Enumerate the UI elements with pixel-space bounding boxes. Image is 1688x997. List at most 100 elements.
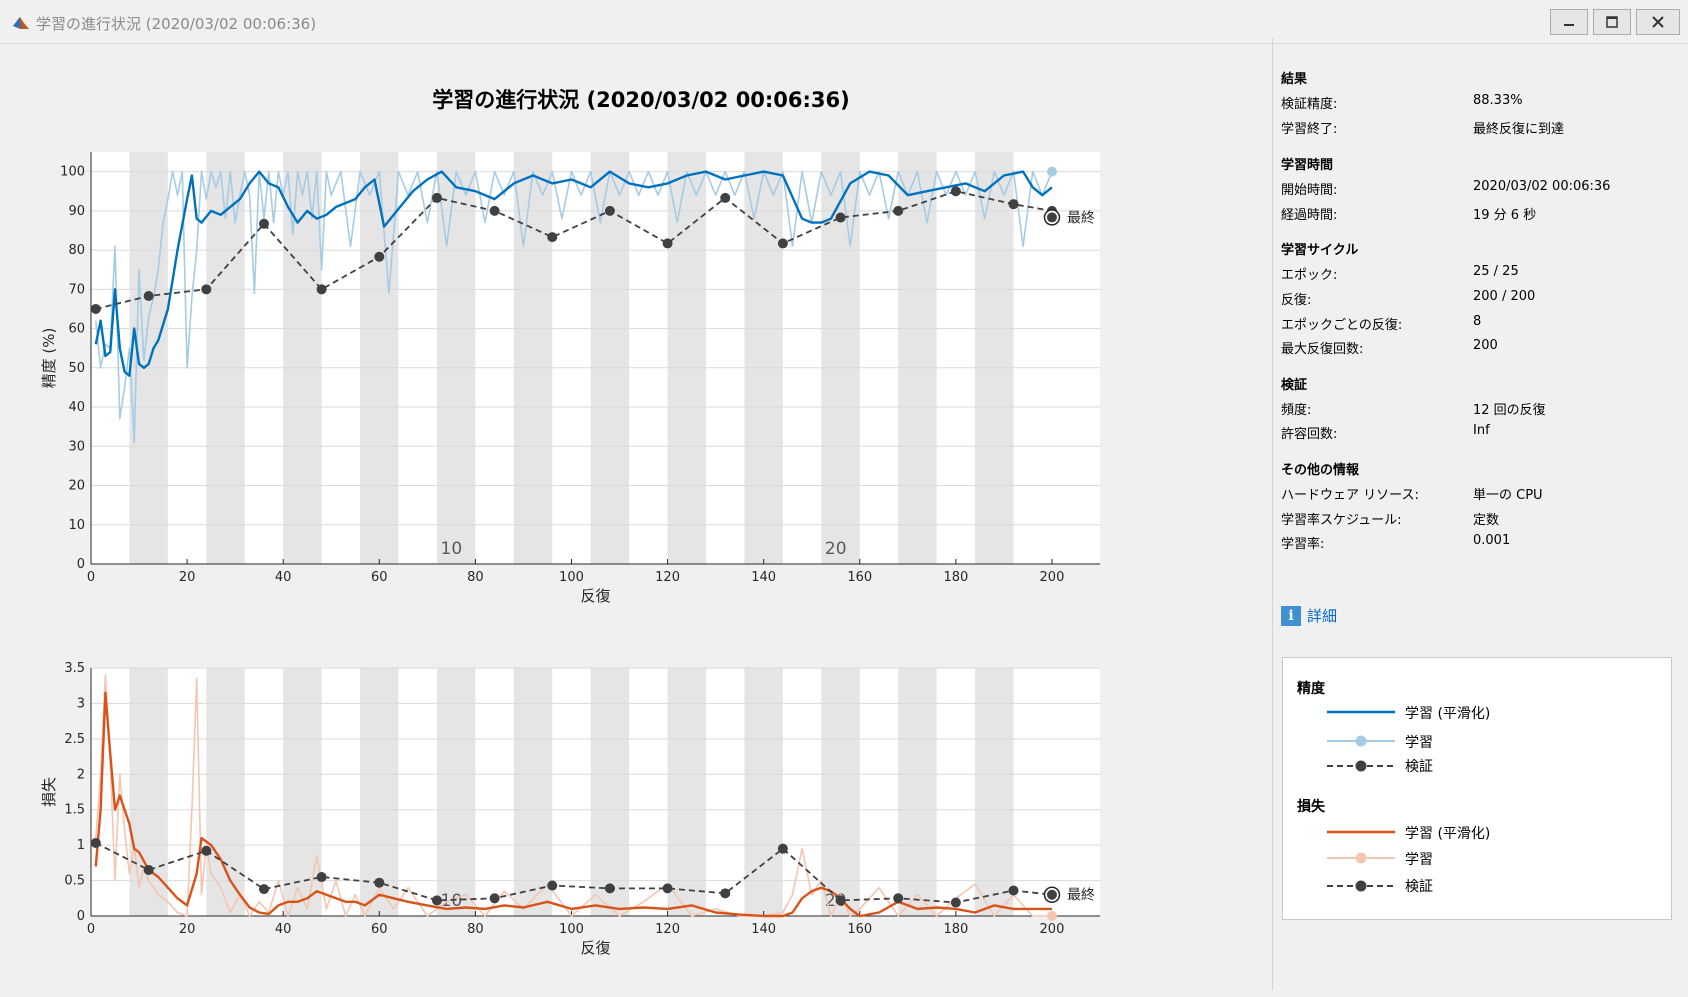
elapsed-value: 19 分 6 秒 — [1473, 208, 1537, 223]
epoch-label: 10 — [441, 891, 463, 911]
details-link[interactable]: i 詳細 — [1281, 605, 1337, 626]
x-tick-label: 160 — [847, 922, 872, 937]
y-tick-label: 1 — [77, 838, 85, 853]
final-val-point — [1046, 212, 1057, 223]
epoch-band — [898, 152, 937, 564]
start-value: 2020/03/02 00:06:36 — [1473, 179, 1611, 194]
epoch-band — [436, 668, 476, 916]
val-point — [720, 192, 731, 203]
x-tick-label: 160 — [847, 570, 872, 585]
max-iter-key: 最大反復回数: — [1281, 342, 1364, 357]
y-tick-label: 100 — [60, 165, 85, 180]
freq-key: 頻度: — [1281, 403, 1312, 418]
x-tick-label: 60 — [371, 922, 388, 937]
y-tick-label: 1.5 — [64, 803, 85, 818]
val-line — [95, 190, 1053, 310]
val-point — [720, 888, 731, 899]
legend-acc-train-swatch — [1327, 735, 1395, 747]
val-point — [90, 303, 101, 314]
iter-key: 反復: — [1281, 293, 1312, 308]
x-tick-label: 180 — [943, 922, 968, 937]
acc_smooth-line — [94, 170, 1053, 377]
epoch-band — [898, 668, 937, 916]
acc_train-line — [95, 170, 1053, 444]
epoch-band — [975, 668, 1014, 916]
x-tick-label: 20 — [179, 922, 196, 937]
y-tick-label: 0 — [77, 557, 85, 572]
lr-key: 学習率: — [1281, 537, 1325, 552]
patience-key: 許容回数: — [1281, 427, 1338, 442]
x-tick-label: 80 — [467, 570, 484, 585]
val-point — [547, 880, 558, 891]
y-tick-label: 60 — [68, 322, 85, 337]
freq-value: 12 回の反復 — [1473, 403, 1546, 418]
val-point — [143, 291, 154, 302]
x-tick-label: 40 — [275, 922, 292, 937]
info-icon: i — [1281, 605, 1301, 626]
plot-area: 学習の進行状況 (2020/03/02 00:06:36) 0 10 20 30 40 5… — [10, 44, 1272, 994]
final-val-point — [1046, 889, 1057, 900]
x-tick-label: 0 — [87, 570, 95, 585]
close-icon — [1652, 16, 1664, 28]
hardware-key: ハードウェア リソース: — [1281, 488, 1419, 503]
lr-value: 0.001 — [1473, 533, 1511, 548]
y-tick-label: 0.5 — [64, 874, 85, 889]
legend-loss-val-label: 検証 — [1405, 879, 1433, 895]
legend-loss-smooth-swatch — [1327, 830, 1395, 834]
y-tick-label: 80 — [68, 243, 85, 258]
y-axis-label: 精度 (%) — [40, 328, 58, 389]
minimize-button[interactable] — [1550, 9, 1588, 35]
final-label: 最終 — [1067, 210, 1095, 226]
val-point — [777, 238, 788, 249]
x-tick-label: 100 — [559, 570, 584, 585]
y-tick-label: 0 — [77, 909, 85, 924]
epoch-key: エポック: — [1281, 268, 1338, 283]
legend-loss-train-swatch — [1327, 852, 1395, 864]
start-key: 開始時間: — [1281, 183, 1338, 198]
y-tick-label: 10 — [68, 518, 85, 533]
val-point — [201, 845, 212, 856]
iter-value: 200 / 200 — [1473, 289, 1536, 304]
val-point — [1008, 885, 1019, 896]
epoch-label: 20 — [825, 539, 847, 559]
validation-heading: 検証 — [1281, 378, 1308, 393]
end-value: 最終反復に到達 — [1473, 122, 1565, 137]
y-tick-label: 2.5 — [64, 732, 85, 747]
val-point — [489, 205, 500, 216]
epoch-band — [667, 152, 707, 564]
cycle-heading: 学習サイクル — [1281, 243, 1359, 258]
epoch-band — [513, 668, 553, 916]
val-point — [835, 212, 846, 223]
x-tick-label: 120 — [655, 922, 680, 937]
minimize-icon — [1564, 24, 1574, 26]
legend-box: 精度 学習 (平滑化) 学習 検証 損失 学習 (平滑化) 学習 検証 — [1282, 657, 1672, 920]
y-tick-label: 3.5 — [64, 661, 85, 676]
elapsed-key: 経過時間: — [1281, 208, 1338, 223]
val-point — [835, 895, 846, 906]
close-button[interactable] — [1636, 9, 1680, 35]
x-tick-label: 20 — [179, 570, 196, 585]
val-point — [777, 843, 788, 854]
hardware-value: 単一の CPU — [1473, 488, 1543, 503]
details-label: 詳細 — [1307, 607, 1338, 625]
legend-acc-train-label: 学習 — [1405, 735, 1433, 751]
epoch-band — [206, 152, 245, 564]
other-heading: その他の情報 — [1281, 463, 1360, 478]
chart-main-title: 学習の進行状況 (2020/03/02 00:06:36) — [432, 88, 850, 112]
val-point — [893, 205, 904, 216]
x-tick-label: 80 — [467, 922, 484, 937]
x-tick-label: 40 — [275, 570, 292, 585]
val-point — [201, 284, 212, 295]
legend-acc-smooth-label: 学習 (平滑化) — [1405, 706, 1491, 722]
x-axis-label: 反復 — [580, 939, 610, 957]
epoch-band — [975, 152, 1014, 564]
maximize-button[interactable] — [1593, 9, 1631, 35]
val-point — [662, 883, 673, 894]
window-titlebar: 学習の進行状況 (2020/03/02 00:06:36) — [0, 0, 1688, 44]
epoch-band — [283, 668, 322, 916]
val-point — [950, 897, 961, 908]
val-point — [604, 205, 615, 216]
epoch-band — [821, 668, 860, 916]
val-point — [374, 251, 385, 262]
y-tick-label: 50 — [68, 361, 85, 376]
